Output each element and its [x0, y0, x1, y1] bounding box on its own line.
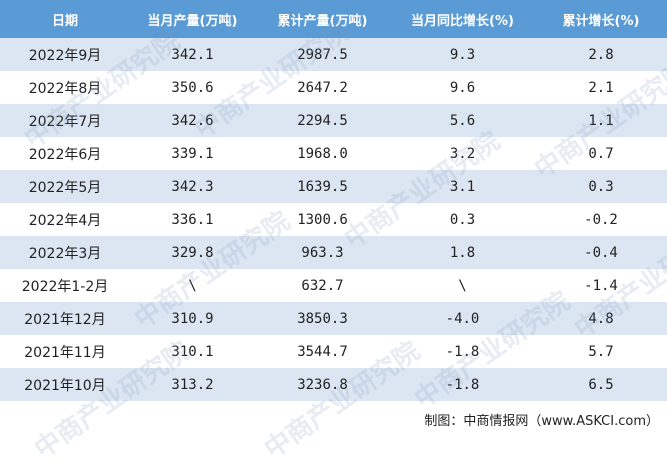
- table-cell: -4.0: [390, 302, 535, 335]
- table-cell: 1300.6: [297, 211, 348, 228]
- table-cell: 2022年1-2月: [21, 278, 109, 295]
- table-cell: 313.2: [130, 368, 255, 401]
- table-cell: 310.9: [130, 302, 255, 335]
- table-cell: 350.6: [171, 79, 214, 96]
- table-cell: -0.2: [584, 211, 618, 228]
- table-cell: 2022年8月: [28, 80, 102, 97]
- table-cell: 1639.5: [255, 170, 390, 203]
- table-cell: 336.1: [171, 211, 214, 228]
- table-row: 2022年8月 350.6 2647.2 9.6 2.1: [0, 71, 667, 104]
- table-cell: 3544.7: [297, 343, 348, 360]
- table-row: 2022年6月 339.1 1968.0 3.2 0.7: [0, 137, 667, 170]
- table-cell: 0.3: [449, 211, 476, 228]
- table-cell: 3.1: [390, 170, 535, 203]
- table-row: 2022年7月 342.6 2294.5 5.6 1.1: [0, 104, 667, 137]
- table-cell: 342.6: [130, 104, 255, 137]
- table-row: 2022年9月 342.1 2987.5 9.3 2.8: [0, 38, 667, 71]
- table-cell: 2021年11月: [24, 344, 106, 361]
- table-cell: 339.1: [171, 145, 214, 162]
- table-cell: -1.4: [584, 277, 618, 294]
- table-cell: 5.6: [390, 104, 535, 137]
- table-cell: 3.2: [449, 145, 476, 162]
- table-cell: 2647.2: [297, 79, 348, 96]
- table-row: 2022年3月 329.8 963.3 1.8 -0.4: [0, 236, 667, 269]
- footer: 制图：中商情报网（www.ASKCI.com）: [424, 414, 659, 429]
- table-cell: \: [188, 277, 197, 294]
- table-cell: 2021年10月: [0, 368, 130, 401]
- table-cell: 0.3: [535, 170, 667, 203]
- table-cell: 2022年4月: [28, 212, 102, 229]
- data-table: 日期 当月产量(万吨) 累计产量(万吨) 当月同比增长(%) 累计增长(%) 2022年…: [0, 0, 667, 401]
- table-cell: 310.1: [171, 343, 214, 360]
- table-row: 2021年11月 310.1 3544.7 -1.8 5.7: [0, 335, 667, 368]
- table-cell: 2.1: [588, 79, 614, 96]
- table-cell: 963.3: [255, 236, 390, 269]
- table-cell: 2022年6月: [28, 146, 102, 163]
- table-cell: 0.7: [588, 145, 614, 162]
- table-cell: 2022年5月: [0, 170, 130, 203]
- table-cell: 9.6: [449, 79, 476, 96]
- table-row: 2021年10月 313.2 3236.8 -1.8 6.5: [0, 368, 667, 401]
- table-cell: 5.7: [588, 343, 614, 360]
- table-row: 2021年12月 310.9 3850.3 -4.0 4.8: [0, 302, 667, 335]
- table-cell: 9.3: [390, 38, 535, 71]
- table-cell: 2987.5: [255, 38, 390, 71]
- table-cell: -1.8: [390, 368, 535, 401]
- table-cell: 2294.5: [255, 104, 390, 137]
- table-cell: \: [458, 277, 467, 294]
- table-cell: 2022年3月: [0, 236, 130, 269]
- table-cell: 1.1: [535, 104, 667, 137]
- table-cell: -1.8: [445, 343, 480, 360]
- table-cell: -0.4: [535, 236, 667, 269]
- table-cell: 1968.0: [297, 145, 348, 162]
- table-cell: 3850.3: [255, 302, 390, 335]
- header-cell: 累计产量(万吨): [255, 0, 390, 38]
- table-cell: 2.8: [535, 38, 667, 71]
- table-cell: 1.8: [390, 236, 535, 269]
- table-row: 2022年1-2月 \ 632.7 \ -1.4: [0, 269, 667, 302]
- table-cell: 342.3: [130, 170, 255, 203]
- table-cell: 2022年7月: [0, 104, 130, 137]
- table-body: 2022年9月 342.1 2987.5 9.3 2.8 2022年8月 350.6 2647…: [0, 38, 667, 401]
- table-cell: 2021年12月: [0, 302, 130, 335]
- table-cell: 342.1: [130, 38, 255, 71]
- table-cell: 6.5: [535, 368, 667, 401]
- table-row: 2022年4月 336.1 1300.6 0.3 -0.2: [0, 203, 667, 236]
- table-cell: 329.8: [130, 236, 255, 269]
- table-cell: 3236.8: [255, 368, 390, 401]
- header-cell: 日期: [0, 0, 130, 38]
- header-cell: 累计增长(%): [535, 0, 667, 38]
- table-cell: 2022年9月: [0, 38, 130, 71]
- table-row: 2022年5月 342.3 1639.5 3.1 0.3: [0, 170, 667, 203]
- table-cell: 632.7: [301, 277, 344, 294]
- header-cell: 当月产量(万吨): [130, 0, 255, 38]
- header-cell: 当月同比增长(%): [390, 0, 535, 38]
- header-row: 日期 当月产量(万吨) 累计产量(万吨) 当月同比增长(%) 累计增长(%): [0, 0, 667, 38]
- table-cell: 4.8: [535, 302, 667, 335]
